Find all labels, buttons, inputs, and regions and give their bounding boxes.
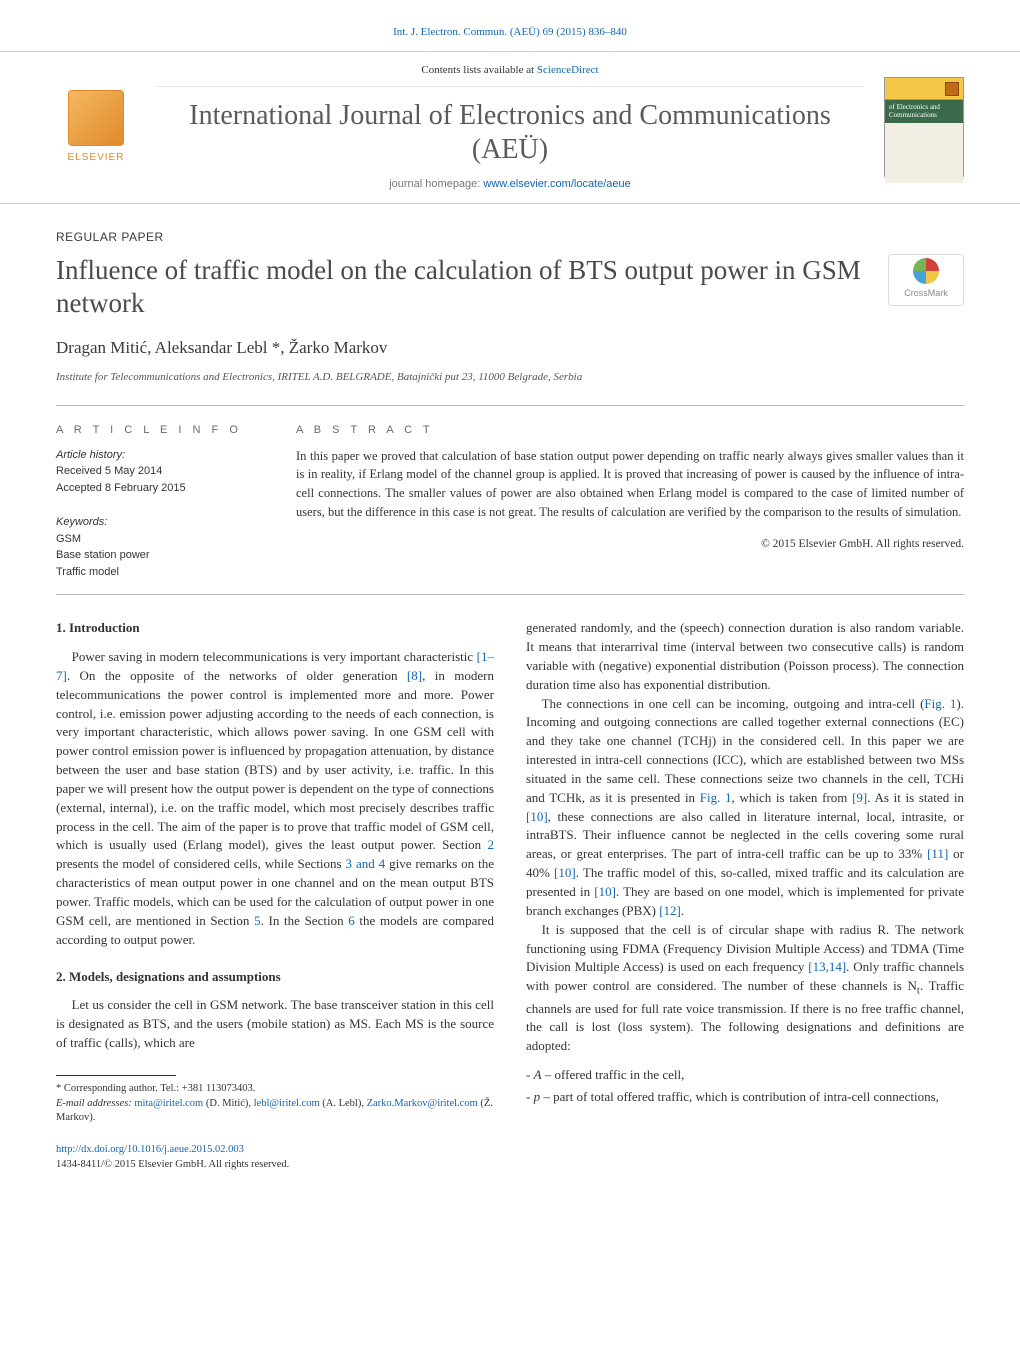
ref-link[interactable]: [10] [554,865,576,880]
homepage-prefix: journal homepage: [389,178,483,190]
abstract-text: In this paper we proved that calculation… [296,447,964,522]
footnote-separator [56,1075,176,1076]
history-received: Received 5 May 2014 [56,463,256,480]
definitions-list: A A – offered traffic in the cell,– offe… [526,1066,964,1107]
authors-line: Dragan Mitić, Aleksandar Lebl *, Žarko M… [56,335,964,361]
email-link[interactable]: mita@iritel.com [134,1098,203,1109]
corresponding-author-note: * Corresponding author. Tel.: +381 11307… [56,1082,494,1097]
ref-link[interactable]: [12] [659,903,681,918]
keyword: GSM [56,531,256,548]
figure-link[interactable]: Fig. 1 [924,696,956,711]
elsevier-tree-icon [68,90,124,146]
doi-link[interactable]: http://dx.doi.org/10.1016/j.aeue.2015.02… [56,1144,244,1155]
abstract-block: A B S T R A C T In this paper we proved … [296,422,964,580]
definition-item: p – part of total offered traffic, which… [526,1088,964,1107]
definition-item: A A – offered traffic in the cell,– offe… [526,1066,964,1085]
journal-header: ELSEVIER Contents lists available at Sci… [0,51,1020,204]
models-paragraph: Let us consider the cell in GSM network.… [56,996,494,1053]
ref-link[interactable]: [8] [407,668,422,683]
issn-line: 1434-8411/© 2015 Elsevier GmbH. All righ… [56,1159,289,1170]
keywords-head: Keywords: [56,514,256,531]
keyword: Traffic model [56,564,256,581]
contents-line: Contents lists available at ScienceDirec… [156,62,864,88]
crossmark-label: CrossMark [904,287,948,301]
abstract-head: A B S T R A C T [296,422,964,439]
ref-link[interactable]: [13,14] [808,959,846,974]
right-col-p3: It is supposed that the cell is of circu… [526,921,964,1056]
ref-link[interactable]: [11] [927,846,948,861]
homepage-line: journal homepage: www.elsevier.com/locat… [156,176,864,193]
section-head-intro: 1. Introduction [56,619,494,638]
right-col-p1: generated randomly, and the (speech) con… [526,619,964,694]
sciencedirect-link[interactable]: ScienceDirect [537,64,599,76]
divider [56,594,964,595]
abstract-copyright: © 2015 Elsevier GmbH. All rights reserve… [296,536,964,553]
ref-link[interactable]: 2 [488,837,495,852]
journal-cover-thumbnail: of Electronics and Communications [884,77,964,177]
header-center: Contents lists available at ScienceDirec… [156,62,864,193]
doi-block: http://dx.doi.org/10.1016/j.aeue.2015.02… [56,1142,494,1172]
divider [56,405,964,406]
figure-link[interactable]: Fig. 1 [700,790,732,805]
affiliation-line: Institute for Telecommunications and Ele… [56,369,964,386]
contents-prefix: Contents lists available at [421,64,536,76]
paper-type: REGULAR PAPER [56,228,964,246]
article-info-head: A R T I C L E I N F O [56,422,256,439]
keyword: Base station power [56,547,256,564]
homepage-link[interactable]: www.elsevier.com/locate/aeue [483,178,630,190]
article-info-block: A R T I C L E I N F O Article history: R… [56,422,256,580]
ref-link[interactable]: [10] [526,809,548,824]
elsevier-label: ELSEVIER [68,150,125,165]
crossmark-icon [913,258,939,284]
email-link[interactable]: lebl@iritel.com [254,1098,320,1109]
email-link[interactable]: Zarko.Markov@iritel.com [367,1098,478,1109]
journal-title: International Journal of Electronics and… [156,99,864,166]
citation-line: Int. J. Electron. Commun. (AEÜ) 69 (2015… [0,0,1020,51]
history-accepted: Accepted 8 February 2015 [56,480,256,497]
ref-link[interactable]: 3 and 4 [346,856,386,871]
cover-badge-icon [945,82,959,96]
elsevier-logo: ELSEVIER [56,82,136,172]
cover-small-title: of Electronics and Communications [885,100,963,123]
history-head: Article history: [56,447,256,464]
citation-link[interactable]: Int. J. Electron. Commun. (AEÜ) 69 (2015… [393,26,627,38]
section-head-models: 2. Models, designations and assumptions [56,968,494,987]
body-columns: 1. Introduction Power saving in modern t… [56,619,964,1172]
crossmark-badge[interactable]: CrossMark [888,254,964,306]
emails-line: E-mail addresses: mita@iritel.com (D. Mi… [56,1097,494,1126]
ref-link[interactable]: [9] [852,790,867,805]
intro-paragraph: Power saving in modern telecommunication… [56,648,494,950]
paper-title: Influence of traffic model on the calcul… [56,254,868,322]
right-col-p2: The connections in one cell can be incom… [526,695,964,921]
ref-link[interactable]: [10] [594,884,616,899]
